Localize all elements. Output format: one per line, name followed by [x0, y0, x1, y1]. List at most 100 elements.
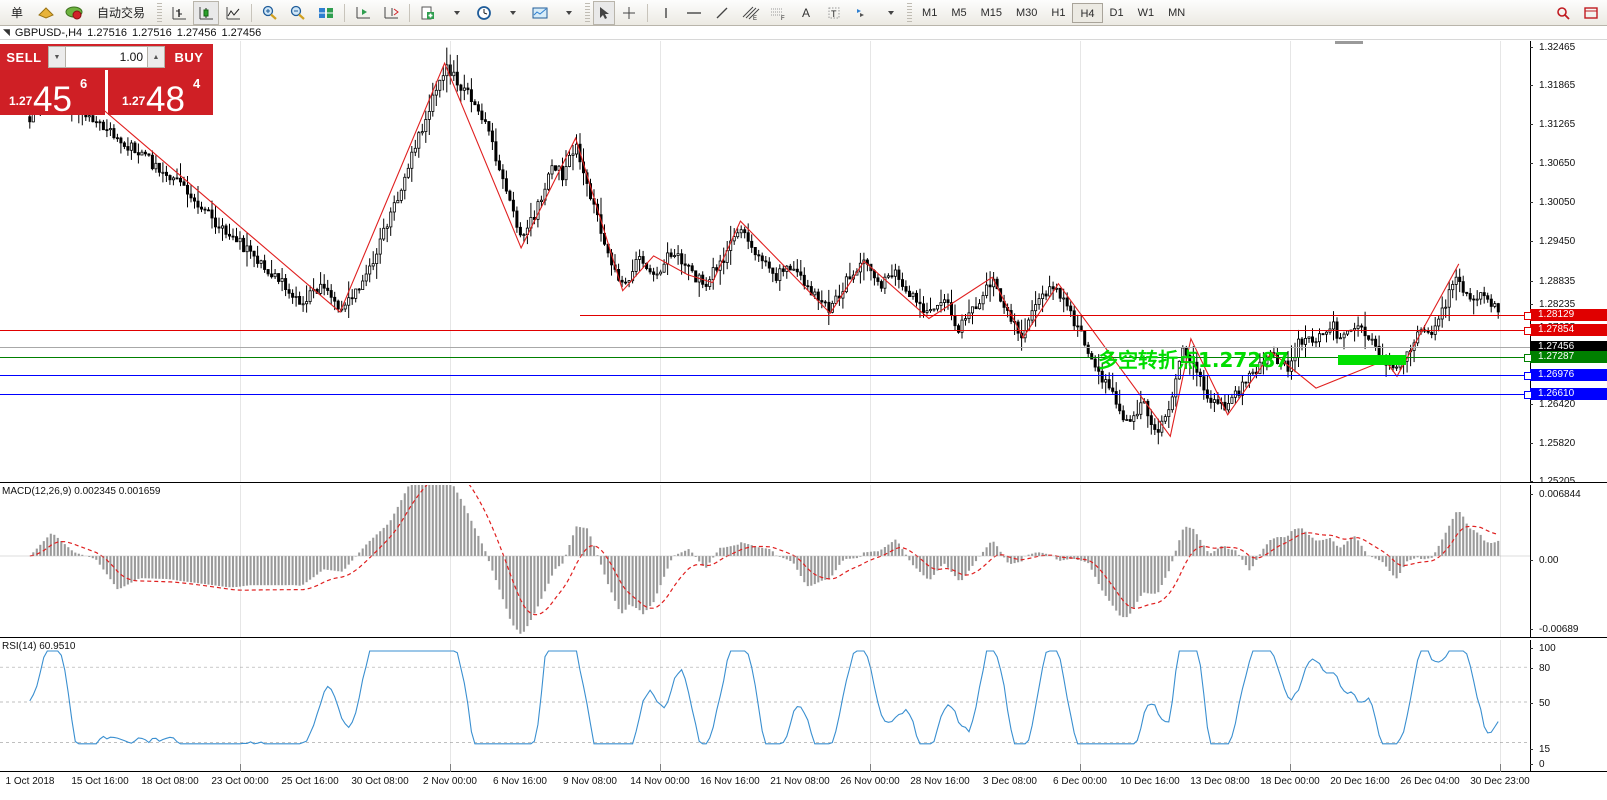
bar-chart-icon[interactable] — [165, 1, 193, 25]
chart-annotation-text: 多空转折点1.27287 — [1098, 348, 1290, 372]
price-level-handle[interactable] — [1524, 391, 1532, 399]
timeframe-h1[interactable]: H1 — [1051, 6, 1066, 19]
indicators-dropdown[interactable] — [554, 1, 582, 25]
price-tick: 1.31265 — [1530, 120, 1607, 130]
macd-tick: 0.006844 — [1530, 490, 1607, 500]
toolbar-gripper[interactable] — [907, 2, 913, 23]
price-level-handle[interactable] — [1524, 312, 1532, 320]
time-axis[interactable]: 1 Oct 2018 15 Oct 16:00 18 Oct 08:00 23 Oct… — [0, 764, 1607, 794]
time-tick-label: 26 Nov 00:00 — [840, 776, 900, 787]
chart-gridline — [660, 485, 661, 637]
zoom-out-icon[interactable] — [284, 1, 312, 25]
indicators-icon[interactable] — [526, 1, 554, 25]
chart-scroll-nub[interactable] — [1335, 41, 1363, 44]
timeframe-d1[interactable]: D1 — [1109, 6, 1124, 19]
toolbar-gripper[interactable] — [585, 2, 591, 23]
time-tick-label: 23 Oct 00:00 — [211, 776, 269, 787]
period-icon[interactable] — [470, 1, 498, 25]
price-level-handle[interactable] — [1524, 327, 1532, 335]
autotrade-label[interactable]: 自动交易 — [97, 6, 146, 20]
price-level-handle[interactable] — [1524, 372, 1532, 380]
price-level-handle[interactable] — [1524, 354, 1532, 362]
price-level-line[interactable] — [0, 347, 1530, 348]
price-level-tag[interactable]: 1.26610 — [1530, 388, 1607, 400]
rsi-axis[interactable]: 100 80 50 15 0 — [1530, 640, 1607, 771]
chart-gridline — [1290, 485, 1291, 637]
price-level-line[interactable] — [0, 330, 1530, 331]
timeframe-m5[interactable]: M5 — [951, 6, 967, 19]
objects-dropdown[interactable] — [876, 1, 904, 25]
rsi-pane[interactable] — [0, 640, 1607, 771]
timeframe-m1[interactable]: M1 — [922, 6, 938, 19]
time-divider — [240, 764, 241, 772]
vline-icon[interactable] — [652, 1, 680, 25]
price-level-tag[interactable]: 1.28129 — [1530, 309, 1607, 321]
timeframe-w1[interactable]: W1 — [1137, 6, 1155, 19]
text-icon[interactable]: A — [802, 5, 811, 20]
buy-price-sup: 4 — [193, 76, 201, 91]
volume-input[interactable]: 1.00 — [66, 46, 147, 68]
label-icon[interactable]: T — [820, 1, 848, 25]
cloud-save-icon[interactable] — [32, 1, 60, 25]
cursor-icon[interactable] — [593, 0, 616, 25]
time-tick-label: 6 Dec 00:00 — [1053, 776, 1107, 787]
price-tick: 1.25205 — [1530, 477, 1607, 487]
price-level-line[interactable] — [0, 375, 1530, 376]
rsi-tick: 50 — [1530, 699, 1607, 709]
autotrade-icon[interactable] — [60, 1, 88, 25]
price-level-tag[interactable]: 1.27287 — [1530, 351, 1607, 363]
price-pane[interactable] — [0, 41, 1607, 482]
crosshair-icon[interactable] — [615, 1, 643, 25]
price-level-tag[interactable]: 1.26976 — [1530, 369, 1607, 381]
macd-axis[interactable]: 0.006844 0.00 -0.00689 — [1530, 485, 1607, 637]
line-chart-icon[interactable] — [219, 1, 247, 25]
price-tick: 1.32465 — [1530, 43, 1607, 53]
objects-icon[interactable] — [848, 1, 876, 25]
equidistant-channel-icon[interactable]: E — [736, 1, 764, 25]
zoom-in-icon[interactable] — [256, 1, 284, 25]
macd-pane[interactable] — [0, 485, 1607, 637]
chart-gridline — [450, 485, 451, 637]
fibonacci-icon[interactable]: F — [764, 1, 792, 25]
timeframe-m15[interactable]: M15 — [980, 6, 1002, 19]
search-icon[interactable] — [1549, 1, 1577, 25]
price-level-tag[interactable]: 1.27854 — [1530, 324, 1607, 336]
sell-price-main: 45 — [33, 80, 72, 119]
time-tick-label: 3 Dec 08:00 — [983, 776, 1037, 787]
hline-icon[interactable] — [680, 1, 708, 25]
trendline-icon[interactable] — [708, 1, 736, 25]
shift-start-icon[interactable] — [349, 1, 377, 25]
sell-price-display[interactable]: 1.27 45 6 — [0, 70, 105, 119]
time-tick-label: 6 Nov 16:00 — [493, 776, 547, 787]
toolbar-gripper[interactable] — [157, 2, 163, 23]
time-tick-label: 25 Oct 16:00 — [281, 776, 339, 787]
timeframe-h4[interactable]: H4 — [1072, 2, 1103, 23]
candlestick-chart-icon[interactable] — [193, 0, 220, 25]
order-icon[interactable]: 单 — [11, 6, 24, 20]
new-chart-dropdown[interactable] — [442, 1, 470, 25]
price-tick: 1.25820 — [1530, 439, 1607, 449]
timeframe-m30[interactable]: M30 — [1016, 6, 1038, 19]
price-level-line[interactable] — [0, 394, 1530, 395]
volume-decrement-button[interactable]: ▼ — [48, 46, 66, 68]
new-chart-icon[interactable] — [414, 1, 442, 25]
quote-high: 1.27516 — [131, 26, 172, 39]
price-level-tag[interactable]: 1.27456 — [1530, 341, 1607, 353]
price-level-line[interactable] — [0, 357, 1530, 358]
timeframe-mn[interactable]: MN — [1168, 6, 1186, 19]
time-tick-label: 1 Oct 2018 — [5, 776, 55, 787]
time-divider — [660, 764, 661, 772]
price-level-line[interactable] — [580, 315, 1530, 316]
fullscreen-icon[interactable] — [1577, 1, 1605, 25]
sell-button[interactable]: SELL — [0, 44, 48, 70]
price-axis[interactable]: 1.32465 1.31865 1.31265 1.30650 1.30050 1.294… — [1530, 41, 1607, 487]
quote-open: 1.27516 — [87, 26, 127, 39]
period-dropdown[interactable] — [498, 1, 526, 25]
volume-increment-button[interactable]: ▲ — [147, 46, 165, 68]
macd-histogram — [0, 485, 1530, 634]
chart-grid-icon[interactable] — [312, 1, 340, 25]
shift-end-icon[interactable] — [377, 1, 405, 25]
caret-down-icon: ▼ — [53, 53, 61, 61]
buy-button[interactable]: BUY — [165, 44, 213, 70]
buy-price-display[interactable]: 1.27 48 4 — [108, 70, 213, 117]
